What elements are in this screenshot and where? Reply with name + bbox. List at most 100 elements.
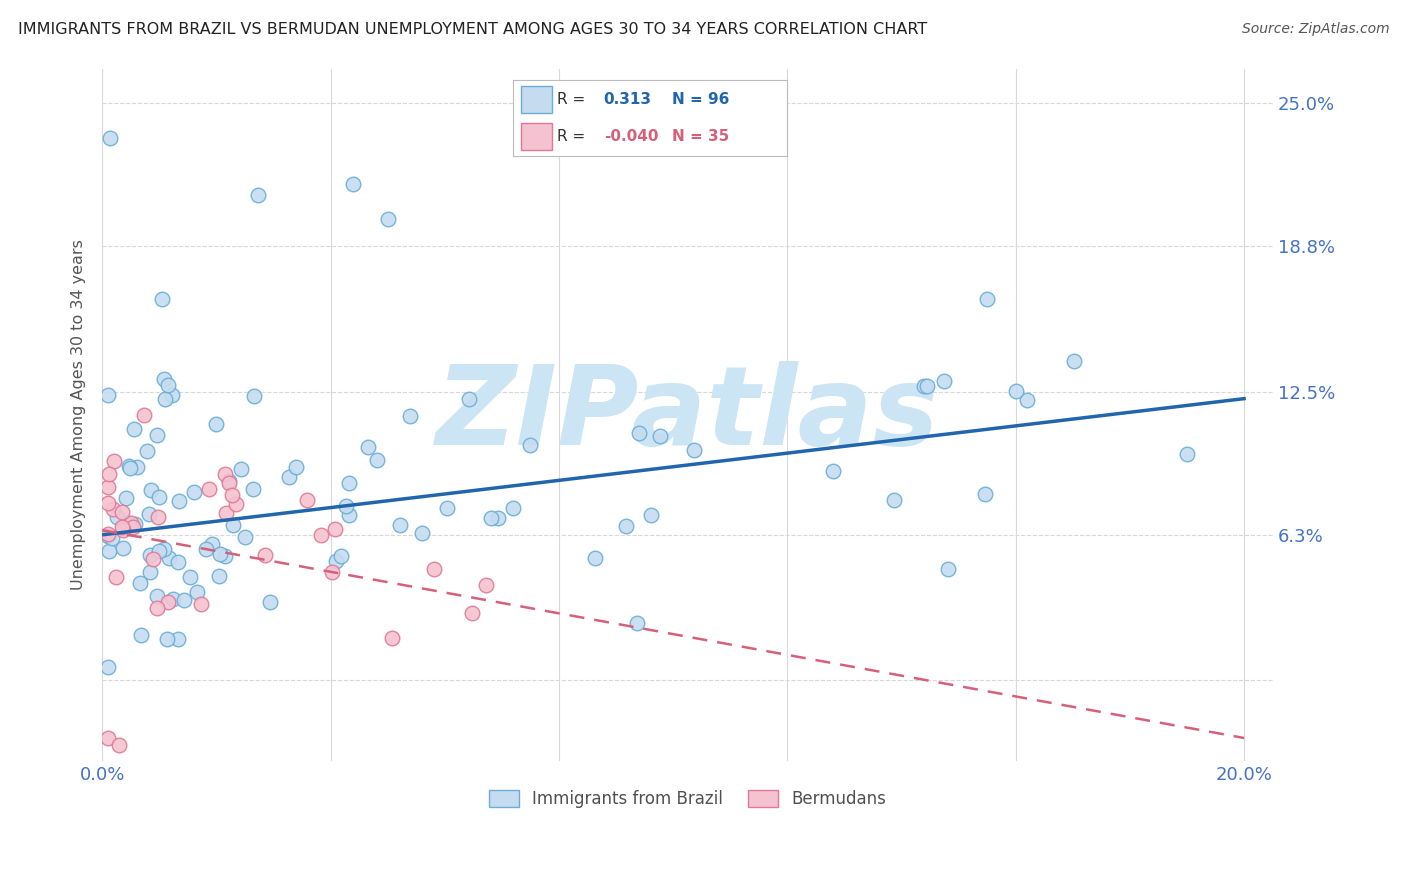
Point: [209, 547, 232, 561]
Point: [97, 387, 120, 401]
Point: [325, 553, 347, 567]
Point: [614, 518, 637, 533]
Text: R =: R =: [557, 92, 585, 107]
Point: [105, 509, 128, 524]
Point: [201, 537, 224, 551]
Point: [295, 492, 318, 507]
Point: [1015, 393, 1038, 408]
Point: [436, 501, 458, 516]
Point: [821, 464, 844, 478]
Point: [548, 130, 571, 145]
Point: [190, 597, 212, 611]
Point: [1005, 384, 1028, 398]
Point: [423, 562, 446, 576]
Point: [111, 541, 134, 556]
Point: [129, 628, 152, 642]
Point: [205, 417, 228, 432]
Point: [101, 501, 124, 516]
Point: [214, 467, 236, 482]
Point: [111, 523, 134, 537]
Point: [356, 440, 378, 454]
Point: [323, 523, 346, 537]
Point: [146, 589, 169, 603]
Point: [366, 453, 388, 467]
Point: [389, 518, 412, 533]
Point: [936, 562, 959, 576]
Point: [160, 388, 183, 402]
Text: R =: R =: [557, 128, 585, 144]
Point: [157, 551, 180, 566]
Point: [330, 549, 353, 564]
Point: [129, 575, 152, 590]
Point: [218, 476, 240, 491]
Point: [155, 392, 177, 407]
Point: [381, 631, 404, 645]
Point: [974, 487, 997, 501]
Point: [97, 480, 120, 494]
Point: [111, 520, 134, 534]
Point: [139, 565, 162, 579]
Point: [377, 211, 399, 226]
Point: [475, 578, 498, 592]
Point: [162, 591, 184, 606]
Point: [337, 476, 360, 491]
Point: [136, 443, 159, 458]
Point: [242, 389, 264, 403]
Point: [146, 600, 169, 615]
Text: N = 96: N = 96: [672, 92, 730, 107]
Point: [233, 530, 256, 544]
Point: [120, 516, 142, 530]
Point: [156, 632, 179, 646]
Point: [108, 738, 131, 752]
Y-axis label: Unemployment Among Ages 30 to 34 years: Unemployment Among Ages 30 to 34 years: [72, 239, 86, 591]
Point: [97, 496, 120, 510]
Point: [153, 542, 176, 557]
Point: [173, 593, 195, 607]
Point: [124, 421, 146, 435]
Point: [221, 487, 243, 501]
Point: [628, 425, 651, 440]
Point: [127, 460, 149, 475]
Point: [97, 467, 120, 481]
Point: [917, 379, 939, 393]
Point: [186, 584, 208, 599]
Point: [115, 516, 138, 530]
Point: [321, 565, 343, 579]
Point: [1063, 354, 1085, 368]
Point: [976, 293, 998, 307]
Point: [97, 527, 120, 541]
Point: [138, 507, 160, 521]
Point: [153, 371, 176, 385]
Point: [912, 379, 935, 393]
Point: [139, 548, 162, 562]
Point: [148, 510, 170, 524]
Point: [183, 485, 205, 500]
Point: [118, 460, 141, 475]
Point: [167, 632, 190, 647]
Point: [626, 615, 648, 630]
Point: [218, 474, 240, 488]
Point: [118, 458, 141, 473]
Point: [167, 493, 190, 508]
Point: [253, 548, 276, 562]
Point: [146, 427, 169, 442]
Point: [150, 293, 173, 307]
Point: [97, 529, 120, 543]
Text: N = 35: N = 35: [672, 128, 730, 144]
Point: [97, 731, 120, 745]
Point: [124, 516, 146, 531]
Point: [103, 454, 125, 468]
Point: [342, 177, 364, 191]
Point: [222, 517, 245, 532]
Point: [246, 188, 269, 202]
Point: [197, 482, 219, 496]
Point: [640, 508, 662, 522]
Point: [502, 500, 524, 515]
Point: [1175, 447, 1198, 461]
Point: [114, 491, 136, 505]
Point: [519, 438, 541, 452]
Bar: [522, 123, 551, 150]
Point: [883, 492, 905, 507]
Point: [121, 519, 143, 533]
Point: [399, 409, 422, 423]
